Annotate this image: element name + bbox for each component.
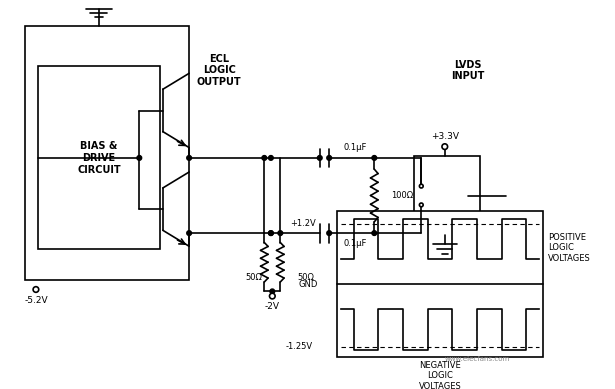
Circle shape: [372, 231, 376, 235]
Text: -2V: -2V: [265, 302, 280, 311]
Circle shape: [419, 203, 423, 207]
Circle shape: [269, 231, 273, 235]
Circle shape: [33, 287, 39, 292]
Text: LVDS
INPUT: LVDS INPUT: [451, 60, 485, 81]
Text: 0.1μF: 0.1μF: [344, 143, 367, 152]
Text: 50Ω: 50Ω: [245, 273, 263, 282]
Circle shape: [327, 156, 331, 160]
Text: ECL
LOGIC
OUTPUT: ECL LOGIC OUTPUT: [197, 54, 242, 87]
Text: -5.2V: -5.2V: [24, 296, 48, 305]
Bar: [414, 156, 480, 235]
Circle shape: [372, 156, 376, 160]
Circle shape: [269, 293, 275, 299]
Bar: [25, 26, 189, 280]
Circle shape: [137, 156, 141, 160]
Circle shape: [269, 231, 273, 235]
Text: 0.1μF: 0.1μF: [344, 239, 367, 248]
Text: 50Ω: 50Ω: [297, 273, 314, 282]
Bar: [336, 212, 544, 357]
Text: BIAS &
DRIVE
CIRCUIT: BIAS & DRIVE CIRCUIT: [77, 141, 121, 175]
Text: GND: GND: [298, 280, 318, 289]
Circle shape: [442, 144, 448, 149]
Text: +1.2V: +1.2V: [290, 219, 316, 228]
Circle shape: [187, 231, 191, 235]
Circle shape: [278, 231, 283, 235]
Circle shape: [317, 156, 322, 160]
Bar: [38, 66, 160, 249]
Circle shape: [269, 156, 273, 160]
Circle shape: [419, 184, 423, 188]
Circle shape: [262, 156, 267, 160]
Circle shape: [270, 289, 275, 294]
Circle shape: [327, 231, 331, 235]
Text: +3.3V: +3.3V: [430, 132, 459, 141]
Circle shape: [187, 156, 191, 160]
Text: www.elecfans.com: www.elecfans.com: [445, 356, 510, 362]
Text: -1.25V: -1.25V: [286, 342, 313, 351]
Text: NEGATIVE
LOGIC
VOLTAGES: NEGATIVE LOGIC VOLTAGES: [419, 361, 461, 389]
Text: POSITIVE
LOGIC
VOLTAGES: POSITIVE LOGIC VOLTAGES: [548, 233, 591, 263]
Text: 100Ω: 100Ω: [391, 191, 413, 200]
